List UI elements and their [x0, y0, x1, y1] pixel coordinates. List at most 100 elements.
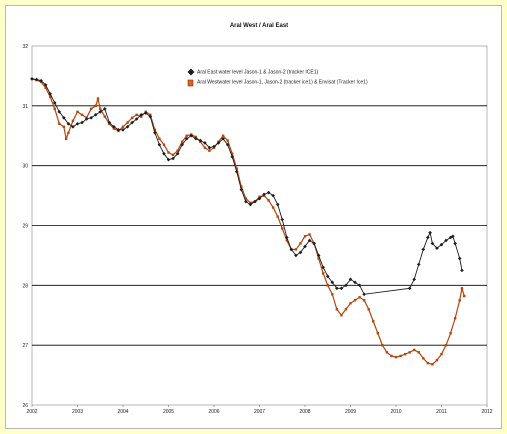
data-point: [453, 317, 457, 320]
data-point: [62, 116, 66, 120]
data-point: [57, 110, 62, 114]
data-point: [153, 128, 157, 131]
data-point: [353, 280, 357, 285]
data-point: [34, 77, 39, 82]
data-point: [253, 199, 257, 204]
data-point: [148, 114, 153, 119]
legend: Aral East water level Jason-1 & Jason-2 …: [187, 68, 368, 87]
data-point: [330, 280, 335, 285]
y-tick-label: 30: [22, 164, 28, 170]
data-point: [257, 196, 262, 201]
data-point: [357, 283, 362, 288]
data-point: [460, 268, 464, 273]
y-tick-label: 26: [22, 403, 28, 409]
data-point: [184, 136, 189, 141]
data-point: [75, 121, 80, 126]
data-point: [417, 351, 420, 354]
data-point: [303, 235, 307, 238]
x-tick-label: 2009: [345, 409, 356, 415]
data-point: [294, 248, 298, 251]
chart-frame: Aral West / Aral East 26 27 28 29 30 31 32 200…: [5, 5, 502, 429]
data-point: [248, 202, 253, 207]
data-point: [230, 154, 234, 159]
data-point: [344, 283, 348, 288]
y-tick-label: 27: [22, 343, 28, 349]
data-point: [235, 167, 238, 170]
data-point: [367, 308, 370, 311]
chart-canvas: Aral West / Aral East 26 27 28 29 30 31 32 200…: [22, 23, 492, 415]
data-point: [281, 227, 284, 230]
data-point: [84, 117, 89, 121]
data-point: [89, 107, 93, 111]
data-point: [175, 151, 180, 156]
data-point: [121, 125, 125, 128]
data-point: [422, 357, 425, 360]
data-point: [439, 242, 444, 247]
data-point: [167, 151, 170, 154]
data-point: [335, 286, 339, 291]
legend-east-label: Aral East water level Jason-1 & Jason-2 …: [197, 70, 318, 76]
x-tick-label: 2005: [163, 409, 174, 415]
data-point: [435, 358, 439, 362]
x-tick-label: 2008: [299, 409, 310, 415]
data-point: [331, 293, 334, 296]
data-point: [80, 120, 84, 125]
data-point: [171, 156, 175, 161]
data-point: [390, 354, 393, 358]
data-point: [321, 265, 325, 270]
x-tick-label: 2003: [72, 409, 83, 415]
data-point: [285, 235, 289, 240]
data-point: [107, 120, 112, 125]
data-point: [180, 140, 184, 143]
data-point: [189, 133, 194, 138]
y-tick-label: 32: [22, 44, 28, 50]
data-point: [453, 241, 457, 246]
x-tick-label: 2002: [26, 409, 37, 415]
data-point: [130, 120, 134, 125]
data-point: [308, 233, 311, 236]
data-point: [339, 286, 344, 291]
data-point: [428, 230, 432, 235]
data-point: [312, 241, 316, 246]
data-point: [143, 111, 148, 115]
data-point: [349, 302, 352, 305]
series-layer: [30, 77, 466, 366]
data-point: [203, 141, 207, 145]
y-tick-label: 29: [22, 224, 28, 230]
data-point: [276, 215, 279, 218]
data-point: [162, 151, 166, 156]
data-point: [67, 131, 70, 134]
data-point: [52, 101, 57, 105]
x-tick-label: 2004: [117, 409, 128, 415]
data-point: [394, 355, 398, 359]
data-point: [89, 116, 93, 120]
data-point: [403, 352, 407, 356]
data-point: [372, 320, 375, 323]
data-point: [130, 116, 134, 119]
x-tick-label: 2011: [436, 409, 447, 415]
data-point: [285, 239, 288, 242]
data-point: [440, 352, 443, 356]
data-point: [53, 107, 56, 111]
data-point: [362, 292, 366, 297]
data-point: [48, 92, 52, 96]
data-point: [162, 143, 166, 146]
data-point: [407, 286, 412, 291]
data-point: [166, 157, 171, 162]
data-point: [416, 262, 421, 267]
data-point: [344, 308, 348, 311]
data-point: [326, 284, 329, 287]
data-point: [413, 348, 416, 352]
y-tick-label: 28: [22, 283, 28, 289]
data-point: [266, 190, 271, 195]
data-point: [271, 193, 275, 198]
data-point: [198, 138, 203, 143]
legend-west-marker-icon: [187, 79, 194, 87]
data-point: [212, 144, 216, 149]
data-point: [435, 246, 439, 251]
data-point: [298, 250, 303, 255]
data-point: [451, 234, 455, 239]
data-point: [280, 217, 285, 222]
data-point: [58, 122, 61, 125]
data-point: [93, 113, 98, 117]
